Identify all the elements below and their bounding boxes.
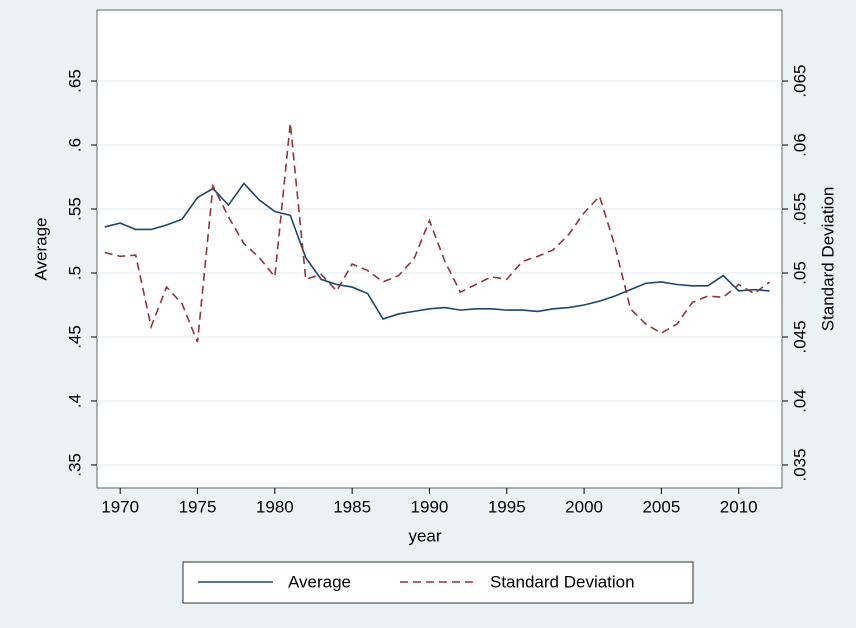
y2-tick-label: .045 [790, 320, 809, 353]
y2-tick-label: .035 [790, 448, 809, 481]
y2-tick-label: .055 [790, 192, 809, 225]
x-tick-label: 1970 [101, 497, 139, 516]
x-tick-label: 2010 [720, 497, 758, 516]
y-tick-label: .6 [65, 138, 84, 152]
y-axis-label: Average [31, 217, 50, 280]
y-tick-label: .35 [65, 453, 84, 477]
series-line [104, 182, 770, 321]
y2-axis-label: Standard Deviation [818, 187, 837, 332]
y-tick-label: .65 [65, 69, 84, 93]
legend-label: Standard Deviation [490, 572, 635, 591]
x-tick-label: 1995 [488, 497, 526, 516]
y-tick-label: .4 [65, 394, 84, 408]
y-tick-label: .5 [65, 266, 84, 280]
y-tick-label: .55 [65, 197, 84, 221]
legend-label: Average [288, 572, 351, 591]
x-tick-label: 1980 [256, 497, 294, 516]
x-tick-label: 1985 [333, 497, 371, 516]
x-tick-label: 2005 [642, 497, 680, 516]
y2-tick-label: .04 [790, 389, 809, 413]
x-tick-label: 1990 [411, 497, 449, 516]
y2-tick-label: .05 [790, 261, 809, 285]
x-tick-label: 2000 [565, 497, 603, 516]
y2-tick-label: .06 [790, 133, 809, 157]
y-tick-label: .45 [65, 325, 84, 349]
y2-tick-label: .065 [790, 64, 809, 97]
x-axis-label: year [408, 526, 441, 545]
x-tick-label: 1975 [179, 497, 217, 516]
